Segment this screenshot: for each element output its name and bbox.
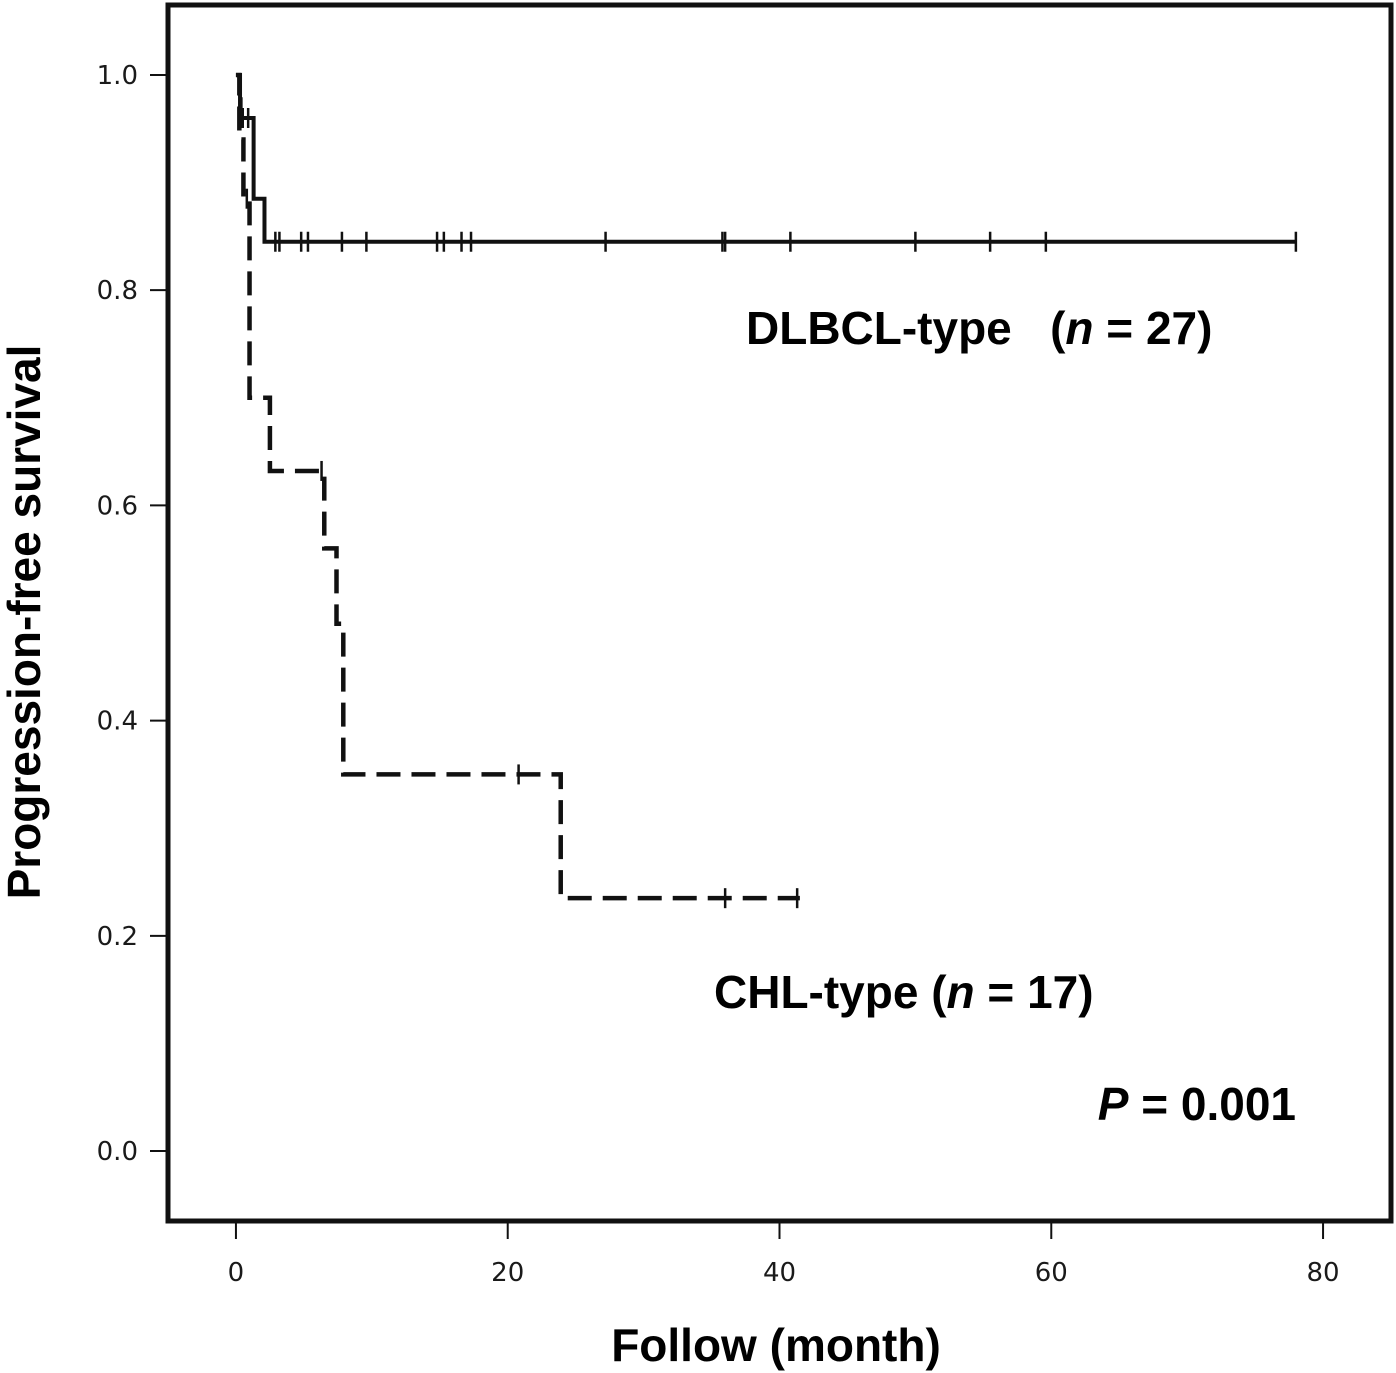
survival-curves xyxy=(235,72,1298,909)
y-tick-label: 0.6 xyxy=(97,491,138,521)
y-tick-label: 0.2 xyxy=(97,922,138,952)
x-axis: 0 20 40 60 80 xyxy=(228,1221,1340,1288)
y-tick-label: 1.0 xyxy=(97,61,138,91)
dlbcl-legend-label: DLBCL-type (n = 27) xyxy=(746,302,1212,354)
plot-frame xyxy=(165,2,1394,1224)
y-tick-label: 0.4 xyxy=(97,707,138,737)
dlbcl-survival-curve xyxy=(235,72,1296,244)
y-axis: 0.0 0.2 0.4 0.6 0.8 1.0 xyxy=(97,61,168,1167)
x-tick-label: 20 xyxy=(491,1258,524,1288)
chl-legend-label: CHL-type (n = 17) xyxy=(714,966,1094,1018)
p-value-label: P = 0.001 xyxy=(1098,1078,1296,1130)
y-axis-title: Progression-free survival xyxy=(0,345,50,900)
x-tick-label: 40 xyxy=(763,1258,796,1288)
x-tick-label: 0 xyxy=(228,1258,245,1288)
y-tick-label: 0.0 xyxy=(97,1137,138,1167)
x-tick-label: 60 xyxy=(1035,1258,1068,1288)
chl-survival-curve xyxy=(235,72,800,901)
x-tick-label: 80 xyxy=(1307,1258,1340,1288)
y-tick-label: 0.8 xyxy=(97,276,138,306)
x-axis-title: Follow (month) xyxy=(611,1319,941,1371)
